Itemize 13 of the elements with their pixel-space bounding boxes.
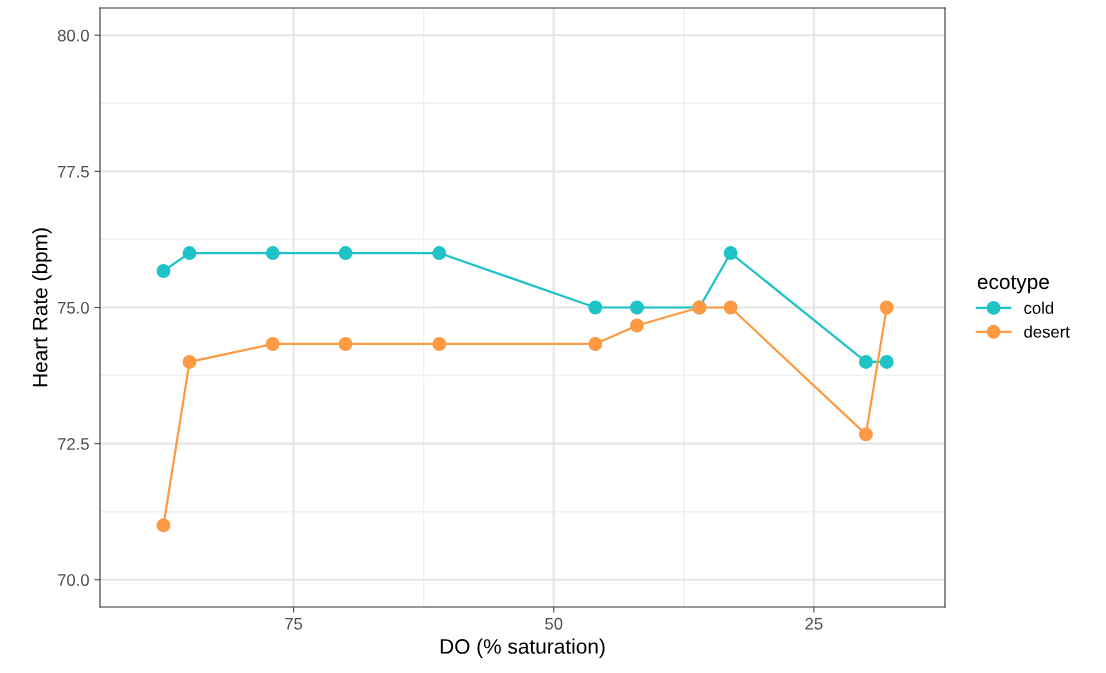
x-tick-label: 50 [545, 617, 563, 630]
y-axis-title: Heart Rate (bpm) [32, 228, 52, 387]
x-axis-title: DO (% saturation) [440, 638, 605, 658]
legend-label: desert [1024, 325, 1070, 338]
y-tick-label: 72.5 [58, 438, 89, 450]
x-tick-label: 25 [805, 617, 823, 630]
y-tick-label: 80.0 [57, 29, 89, 42]
legend-title: ecotype [977, 275, 1049, 294]
y-tick-label: 70.0 [58, 574, 89, 586]
y-tick-label: 75.0 [58, 301, 89, 314]
legend-label: cold [1024, 301, 1054, 314]
x-tick-label: 75 [285, 618, 303, 630]
y-tick-label: 77.5 [58, 165, 89, 178]
